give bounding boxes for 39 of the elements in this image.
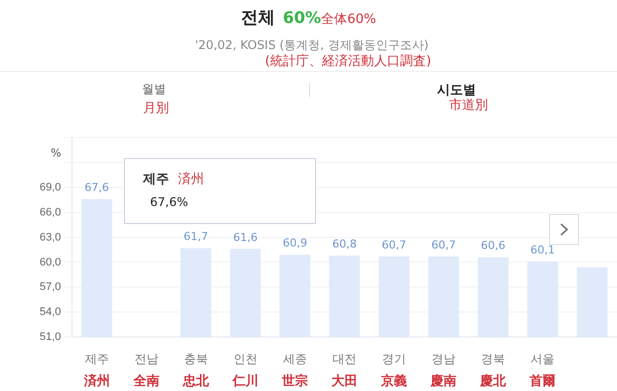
x-tick-label: 제주 済州	[82, 352, 110, 389]
x-tick-label: 전남 全南	[132, 352, 160, 389]
annotation: 제주	[143, 171, 169, 188]
x-tick-label: 세종 世宗	[280, 352, 308, 389]
data-label: 67,6	[84, 181, 110, 194]
x-tick-label: 경북 慶北	[479, 352, 508, 389]
x-tick-label: 경기 京義	[380, 352, 408, 389]
y-tick-label: 60,0	[40, 256, 61, 268]
y-tick-label: 66,0	[40, 206, 61, 218]
x-tick-label: 경남 慶南	[430, 352, 457, 389]
text: 시도별	[437, 82, 476, 98]
x-tick-label: 대전 大田	[332, 352, 358, 389]
annotation: 67,6%	[150, 195, 188, 209]
data-label: 60,8	[332, 238, 357, 251]
chart-title: 전체	[240, 8, 275, 28]
text: 市道別	[449, 97, 488, 114]
data-label: 61,7	[184, 230, 208, 244]
data-label: 60,7	[382, 238, 406, 252]
text: 全体60%	[321, 12, 376, 27]
chart-subtitle: '20,02, KOSIS (통계청, 경제활동인구조사)	[195, 37, 429, 54]
x-tick-label: 서울 首爾	[528, 352, 556, 389]
y-axis-title: %	[50, 146, 62, 160]
data-label: 60,7	[431, 238, 456, 252]
y-tick-label: 63,0	[40, 231, 61, 244]
data-label: 61,6	[233, 230, 258, 244]
data-label: 60,9	[282, 236, 308, 250]
y-tick-label: 69,0	[40, 181, 61, 194]
y-tick-label: 54,0	[40, 306, 61, 318]
text: 月別	[143, 100, 169, 117]
x-tick-label: 충북 忠北	[182, 352, 210, 389]
text: 월별	[142, 81, 166, 98]
data-label: 60,1	[530, 243, 555, 256]
text: (統計庁、経済活動人口調査)	[265, 53, 432, 70]
text: 60%	[282, 8, 322, 27]
data-label: 60,6	[480, 239, 506, 252]
y-tick-label: 57,0	[40, 281, 61, 294]
y-tick-label: 51,0	[40, 331, 61, 344]
x-tick-label: 인천 仁川	[231, 352, 258, 389]
annotation: 済州	[178, 171, 204, 188]
